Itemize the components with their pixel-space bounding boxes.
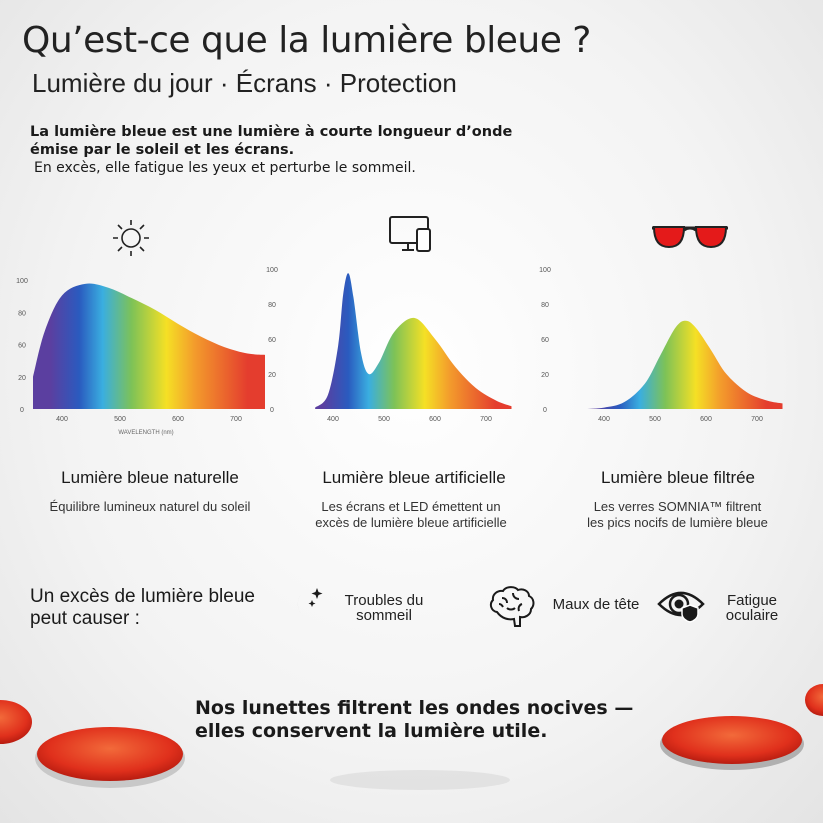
x-tick-label: 500 <box>649 416 661 423</box>
brain-icon <box>489 586 535 627</box>
y-tick-label: 0 <box>543 407 547 414</box>
footer-line2: elles conservent la lumière utile. <box>195 720 548 742</box>
y-tick-label: 100 <box>539 267 551 274</box>
sun-icon <box>113 220 149 256</box>
x-tick-label: 700 <box>480 416 492 423</box>
column-desc: Les verres SOMNIA™ filtrent les pics noc… <box>587 499 768 530</box>
y-tick-label: 20 <box>268 372 276 379</box>
spectrum-area <box>33 283 265 409</box>
intro-bold: La lumière bleue est une lumière à court… <box>30 124 513 158</box>
footer-line1: Nos lunettes filtrent les ondes nocives … <box>195 697 634 719</box>
y-tick-label: 80 <box>18 310 26 317</box>
y-tick-label: 100 <box>266 267 278 274</box>
effects-intro: Un excès de lumière bleue peut causer : <box>30 586 255 629</box>
x-axis-label: WAVELENGTH (nm) <box>118 430 173 436</box>
effect-label: Fatigue oculaire <box>725 592 779 624</box>
column-title: Lumière bleue naturelle <box>61 468 239 487</box>
y-tick-label: 60 <box>268 337 276 344</box>
effect-label: Maux de tête <box>552 596 640 613</box>
x-tick-label: 600 <box>429 416 441 423</box>
x-tick-label: 400 <box>598 416 610 423</box>
spectrum-area <box>586 320 783 409</box>
page-title: Qu’est-ce que la lumière bleue ? <box>22 20 591 61</box>
y-tick-label: 60 <box>18 343 26 350</box>
x-tick-label: 600 <box>172 416 184 423</box>
intro-normal: En excès, elle fatigue les yeux et pertu… <box>34 160 416 176</box>
footer-text: Nos lunettes filtrent les ondes nocives … <box>195 697 633 743</box>
y-tick-label: 20 <box>18 375 26 382</box>
red-glasses-icon <box>652 226 728 249</box>
moon-stars-icon <box>297 588 323 621</box>
x-tick-label: 700 <box>751 416 763 423</box>
y-tick-label: 0 <box>20 407 24 414</box>
spectrum-area <box>315 273 512 409</box>
x-tick-label: 600 <box>700 416 712 423</box>
y-tick-label: 80 <box>541 302 549 309</box>
x-tick-label: 500 <box>114 416 126 423</box>
x-tick-label: 400 <box>327 416 339 423</box>
x-tick-label: 500 <box>378 416 390 423</box>
y-tick-label: 60 <box>541 337 549 344</box>
y-tick-label: 0 <box>270 407 274 414</box>
column-title: Lumière bleue artificielle <box>322 468 506 487</box>
y-tick-label: 20 <box>541 372 549 379</box>
monitor-phone-icon <box>389 216 431 252</box>
eye-shield-icon <box>657 591 705 623</box>
y-tick-label: 100 <box>16 278 28 285</box>
x-tick-label: 400 <box>56 416 68 423</box>
column-desc: Les écrans et LED émettent un excès de l… <box>315 499 507 530</box>
page-subtitle: Lumière du jour · Écrans · Protection <box>32 68 457 98</box>
effect-label: Troubles du sommeil <box>344 592 424 624</box>
intro-text: La lumière bleue est une lumière à court… <box>30 123 560 177</box>
x-tick-label: 700 <box>230 416 242 423</box>
red-lenses-decoration <box>0 684 823 790</box>
column-title: Lumière bleue filtrée <box>600 468 756 487</box>
y-tick-label: 80 <box>268 302 276 309</box>
column-desc: Équilibre lumineux naturel du soleil <box>49 499 251 514</box>
